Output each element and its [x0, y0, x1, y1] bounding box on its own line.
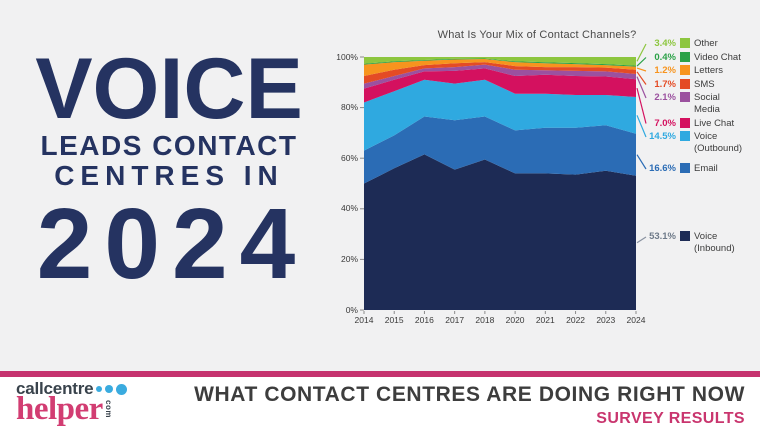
x-axis-label: 2022	[566, 315, 586, 325]
chart-title: What Is Your Mix of Contact Channels?	[437, 29, 637, 41]
legend-pct: 14.5%	[649, 131, 676, 142]
legend-swatch	[680, 131, 690, 141]
callcentre-helper-logo: callcentre helper com	[16, 379, 128, 427]
footer-tagline: WHAT CONTACT CENTRES ARE DOING RIGHT NOW	[194, 383, 745, 406]
x-axis-label: 2014	[354, 315, 374, 325]
footer-subline: SURVEY RESULTS	[596, 410, 745, 427]
footer: callcentre helper com WHAT CONTACT CENTR…	[0, 371, 760, 440]
dot-icon	[96, 386, 103, 392]
x-axis-label: 2020	[505, 315, 525, 325]
area-sms	[364, 62, 636, 84]
x-axis-label: 2023	[596, 315, 616, 325]
area-social-media	[364, 64, 636, 89]
x-axis-label: 2017	[445, 315, 465, 325]
logo-callcentre-text: callcentre	[16, 379, 94, 398]
y-axis-label: 40%	[340, 203, 358, 214]
legend-pct: 2.1%	[654, 92, 676, 103]
x-axis-label: 2021	[535, 315, 555, 325]
legend-swatch	[680, 52, 690, 62]
legend-label: Video Chat	[694, 52, 741, 63]
legend-swatch	[680, 38, 690, 48]
legend-pct: 3.4%	[654, 38, 676, 49]
x-axis-label: 2015	[384, 315, 404, 325]
legend-label: Social Media	[694, 92, 720, 115]
headline-line-2: LEADS CONTACT	[40, 130, 298, 161]
y-axis-label: 60%	[340, 152, 358, 163]
legend-label: SMS	[694, 79, 715, 90]
legend-label: Letters	[694, 65, 724, 76]
area-voice-outbound	[364, 79, 636, 151]
area-email	[364, 116, 636, 184]
legend-pct: 7.0%	[654, 118, 676, 129]
footer-accent-bar	[0, 371, 760, 377]
headline-line-1: VOICE	[35, 41, 303, 137]
x-axis-label: 2018	[475, 315, 495, 325]
legend-label: Voice (Outbound)	[694, 131, 743, 154]
y-axis-label: 80%	[340, 102, 358, 113]
dot-icon	[116, 383, 128, 395]
logo-helper-text: helper	[16, 391, 103, 427]
area-voice-inbound	[364, 154, 636, 310]
legend-pct: 16.6%	[649, 163, 676, 174]
x-axis-label: 2016	[414, 315, 434, 325]
legend-label: Email	[694, 163, 718, 174]
y-axis-label: 0%	[345, 304, 358, 315]
legend-swatch	[680, 92, 690, 102]
dot-icon	[105, 385, 114, 393]
area-letters	[364, 59, 636, 76]
headline: VOICE LEADS CONTACT CENTRES IN 2024	[28, 41, 310, 300]
legend-swatch	[680, 118, 690, 128]
legend-swatch	[680, 79, 690, 89]
area-live-chat	[364, 68, 636, 103]
y-axis-label: 20%	[340, 253, 358, 264]
axis-ticks	[360, 56, 637, 314]
area-video-chat	[364, 58, 636, 67]
logo-bottom-row: helper com	[16, 391, 127, 427]
legend-swatch	[680, 65, 690, 75]
area-other	[364, 57, 636, 66]
y-axis-label: 100%	[336, 51, 358, 62]
legend-pct: 53.1%	[649, 231, 676, 242]
headline-line-3: CENTRES IN	[54, 160, 284, 191]
legend-swatch	[680, 231, 690, 241]
logo-com-text: com	[103, 400, 113, 418]
legend-label: Other	[694, 38, 718, 49]
legend-pct: 1.7%	[654, 79, 676, 90]
headline-line-4: 2024	[36, 188, 308, 300]
footer-text-block: WHAT CONTACT CENTRES ARE DOING RIGHT NOW…	[194, 383, 745, 428]
legend-swatch	[680, 163, 690, 173]
legend-pct: 1.2%	[654, 65, 676, 76]
legend-pct: 0.4%	[654, 52, 676, 63]
legend-label: Live Chat	[694, 118, 735, 129]
legend-label: Voice (Inbound)	[694, 231, 735, 254]
logo-top-row: callcentre	[16, 379, 128, 398]
x-axis-label: 2024	[626, 315, 646, 325]
